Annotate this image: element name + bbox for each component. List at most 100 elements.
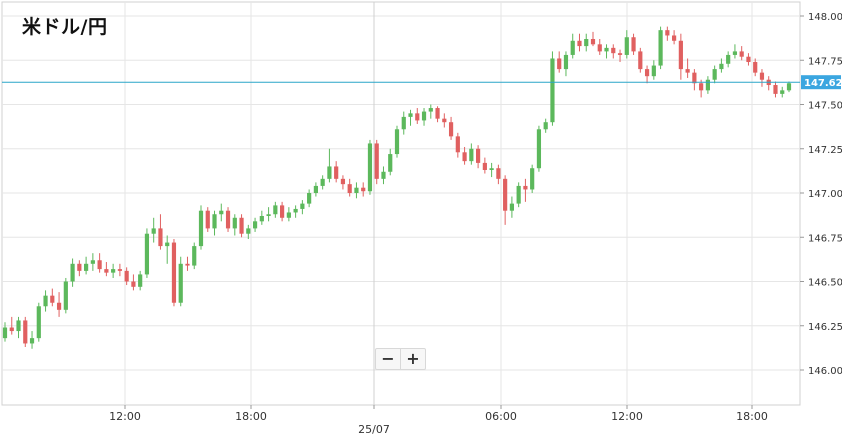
candle-body (151, 228, 156, 234)
candle-body (171, 242, 177, 303)
x-tick-label: 06:00 (485, 410, 517, 423)
candle-body (536, 129, 542, 169)
y-tick-label: 146.250 (808, 322, 842, 333)
candle-body (104, 269, 109, 273)
x-tick-label: 12:00 (109, 410, 141, 423)
x-tick-label: 18:00 (736, 410, 768, 423)
candle-body (644, 69, 650, 77)
candle-body (672, 35, 677, 41)
candle-body (192, 246, 197, 266)
x-tick-label: 18:00 (235, 410, 267, 423)
zoom-out-button[interactable]: − (381, 349, 395, 368)
y-tick-label: 146.000 (808, 366, 842, 377)
candle-body (300, 203, 305, 209)
candle-body (124, 270, 129, 282)
candle-body (313, 185, 318, 193)
candle-body (225, 210, 231, 229)
current-price-tag (801, 75, 841, 90)
candle-body (658, 30, 663, 66)
candle-body (111, 269, 116, 273)
candle-body (732, 51, 738, 55)
candle-body (90, 260, 95, 264)
zoom-controls: − + (375, 348, 426, 370)
candle-body (178, 263, 183, 303)
candle-body (320, 178, 325, 186)
y-tick-label: 148.000 (808, 12, 842, 23)
candle-body (421, 111, 427, 121)
candle-body (2, 327, 8, 339)
candle-body (699, 83, 704, 91)
y-tick-label: 147.750 (808, 56, 842, 67)
candle-body (117, 269, 122, 271)
candle-body (516, 185, 521, 204)
candle-body (638, 51, 643, 70)
candle-body (678, 40, 683, 70)
candle-body (759, 72, 765, 80)
y-tick-label: 147.500 (808, 101, 842, 112)
candle-body (665, 30, 670, 36)
candle-body (286, 212, 291, 218)
candle-body (590, 39, 596, 45)
candle-body (361, 187, 366, 192)
candle-body (509, 203, 514, 211)
candle-body (712, 69, 717, 80)
grid-lines (1, 1, 801, 406)
candle-body (185, 263, 190, 266)
candle-body (246, 228, 251, 234)
candle-body (692, 72, 697, 84)
candle-body (604, 47, 609, 52)
candle-body (165, 242, 170, 247)
candle-body (374, 143, 379, 179)
candles (2, 26, 792, 349)
candle-body (651, 65, 656, 77)
candle-body (232, 217, 237, 229)
candle-body (624, 37, 629, 55)
candle-body (16, 320, 21, 332)
candle-body (523, 185, 528, 190)
candle-body (611, 47, 616, 54)
candle-body (97, 260, 102, 270)
candle-body (503, 178, 508, 211)
candle-body (705, 79, 710, 91)
candle-body (36, 306, 41, 339)
candle-body (442, 118, 447, 123)
candle-body (388, 154, 393, 172)
candle-body (63, 281, 68, 310)
zoom-in-button[interactable]: + (400, 349, 425, 369)
candle-body (435, 108, 440, 119)
candle-body (617, 53, 623, 55)
candle-body (340, 178, 346, 185)
candle-body (293, 208, 298, 213)
candle-body (530, 168, 535, 190)
candle-body (685, 69, 690, 73)
candle-body (455, 136, 460, 153)
candle-body (56, 302, 62, 310)
candle-body (577, 40, 582, 47)
candle-body (347, 184, 352, 193)
candle-body (307, 193, 312, 204)
candle-body (489, 168, 494, 170)
candle-body (50, 295, 55, 303)
x-tick-label: 25/07 (358, 423, 390, 436)
candle-body (597, 44, 602, 52)
candle-body (367, 143, 373, 192)
candle-body (401, 116, 406, 130)
x-tick-label: 12:00 (611, 410, 643, 423)
candle-body (563, 54, 569, 70)
y-tick-label: 146.500 (808, 278, 842, 289)
candle-body (448, 122, 454, 137)
y-tick-label: 146.750 (808, 233, 842, 244)
candle-body (77, 263, 82, 271)
candle-body (131, 281, 136, 287)
candle-body (84, 263, 89, 271)
y-tick-label: 147.250 (808, 145, 842, 156)
candle-body (482, 162, 487, 170)
candle-body (570, 40, 575, 55)
y-tick-label: 147.000 (808, 189, 842, 200)
candle-body (23, 320, 28, 344)
candle-body (780, 90, 785, 94)
candle-body (259, 216, 264, 222)
candle-body (9, 327, 14, 332)
candle-body (476, 148, 481, 163)
candle-body (239, 217, 244, 234)
